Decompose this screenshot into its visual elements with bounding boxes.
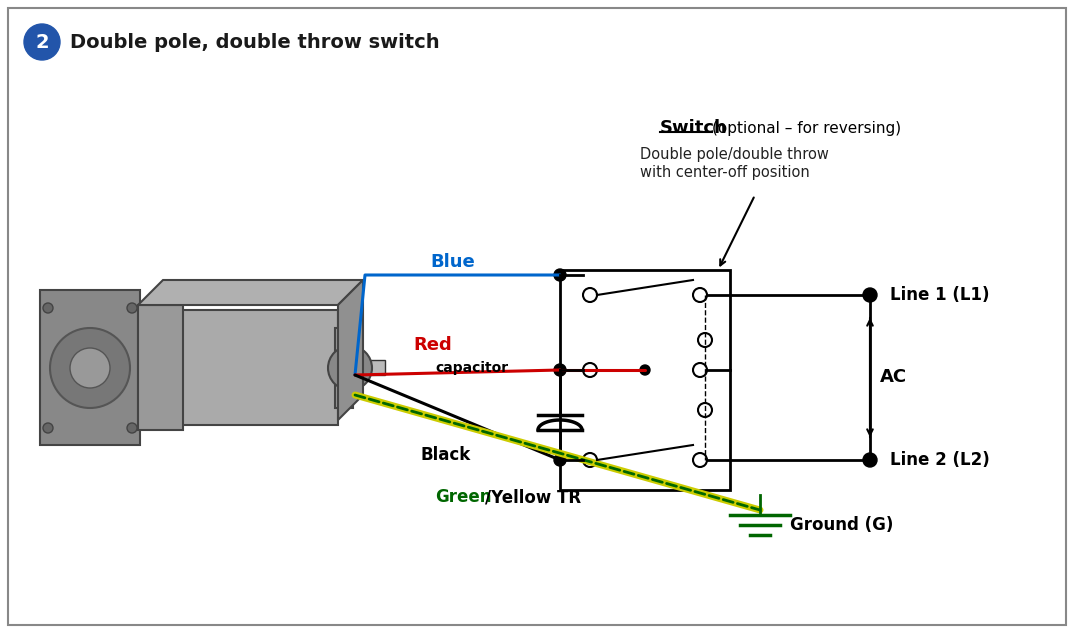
Polygon shape [338, 280, 363, 420]
Text: Green: Green [435, 488, 492, 506]
Circle shape [127, 303, 137, 313]
Circle shape [554, 364, 566, 376]
Circle shape [328, 346, 372, 390]
Circle shape [583, 453, 597, 467]
Bar [137, 305, 183, 430]
Text: Double pole, double throw switch: Double pole, double throw switch [70, 32, 439, 51]
Circle shape [698, 333, 712, 347]
Circle shape [50, 328, 130, 408]
Text: Black: Black [420, 446, 470, 464]
Circle shape [698, 403, 712, 417]
Circle shape [554, 269, 566, 281]
Polygon shape [137, 280, 363, 305]
Circle shape [863, 453, 877, 467]
Bar [560, 270, 730, 490]
Text: Line 2 (L2): Line 2 (L2) [890, 451, 990, 469]
Text: capacitor: capacitor [435, 361, 508, 375]
Text: /Yellow TR: /Yellow TR [485, 488, 581, 506]
Circle shape [70, 348, 110, 388]
Text: (optional – for reversing): (optional – for reversing) [712, 120, 901, 135]
Circle shape [583, 288, 597, 302]
Circle shape [693, 453, 707, 467]
Text: AC: AC [880, 368, 908, 387]
Circle shape [640, 365, 650, 375]
Circle shape [127, 423, 137, 433]
Text: Double pole/double throw: Double pole/double throw [640, 147, 829, 163]
Text: Blue: Blue [430, 253, 475, 271]
Bar [335, 360, 384, 375]
Circle shape [554, 454, 566, 466]
Text: 2: 2 [35, 32, 48, 51]
Circle shape [863, 288, 877, 302]
Circle shape [583, 363, 597, 377]
Bar [40, 290, 140, 445]
Bar [335, 328, 353, 408]
Circle shape [340, 358, 360, 378]
Circle shape [43, 303, 53, 313]
Text: with center-off position: with center-off position [640, 165, 810, 180]
Circle shape [693, 363, 707, 377]
Circle shape [24, 24, 60, 60]
Text: Red: Red [413, 336, 452, 354]
Text: Ground (G): Ground (G) [790, 516, 894, 534]
Bar [137, 310, 338, 425]
Circle shape [693, 288, 707, 302]
Text: Line 1 (L1): Line 1 (L1) [890, 286, 989, 304]
Text: Switch: Switch [661, 119, 728, 137]
Circle shape [43, 423, 53, 433]
